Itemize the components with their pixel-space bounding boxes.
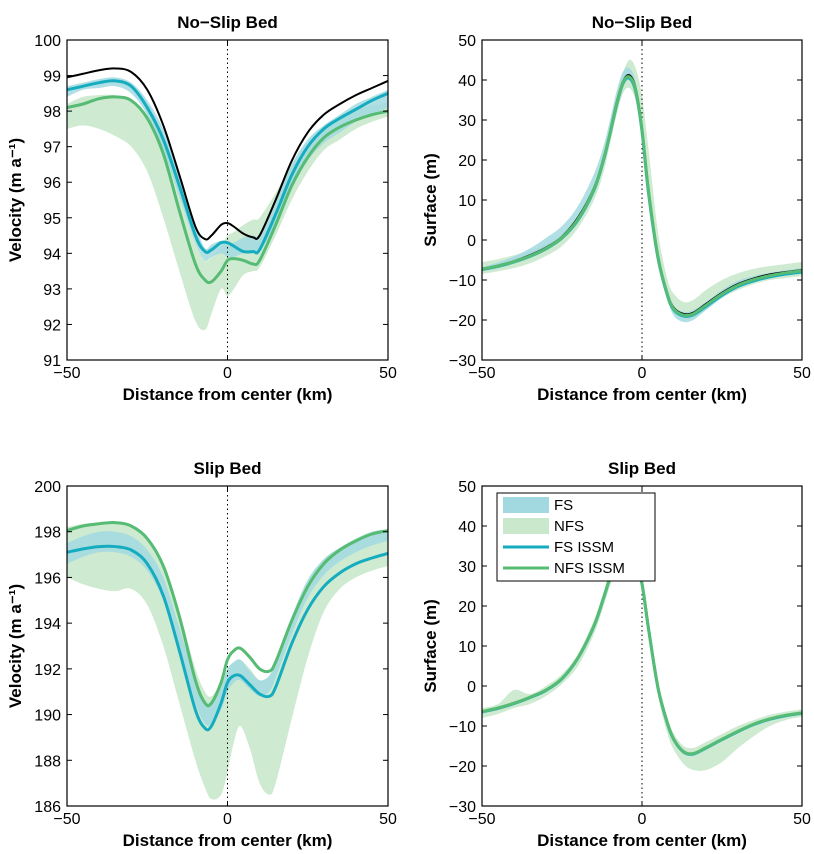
plot-area — [482, 40, 802, 360]
band-nfs — [482, 59, 802, 319]
legend-label: NFS — [554, 518, 584, 535]
x-tick-label: −50 — [468, 811, 495, 828]
y-tick-label: 30 — [458, 113, 476, 130]
legend-swatch — [503, 518, 549, 534]
axes-box — [481, 39, 803, 361]
y-tick-label: −10 — [449, 273, 476, 290]
y-tick-label: 188 — [34, 753, 61, 770]
y-tick-label: 40 — [458, 73, 476, 90]
line-nfs-issm — [67, 95, 388, 285]
y-tick-label: 200 — [34, 479, 61, 496]
y-tick-label: 0 — [467, 679, 476, 696]
y-tick-label: 95 — [43, 211, 61, 228]
y-tick-label: 40 — [458, 519, 476, 536]
y-tick-label: 50 — [458, 33, 476, 50]
x-tick-label: 50 — [793, 811, 811, 828]
plot-area — [67, 40, 388, 360]
y-tick-label: 0 — [467, 233, 476, 250]
x-tick-label: 50 — [379, 365, 397, 382]
y-tick-label: 10 — [458, 193, 476, 210]
y-tick-label: −20 — [449, 313, 476, 330]
y-tick-label: −10 — [449, 719, 476, 736]
y-axis-label: Surface (m) — [421, 153, 440, 247]
panel-title: Slip Bed — [193, 459, 261, 478]
y-tick-label: 196 — [34, 570, 61, 587]
panel-title: Slip Bed — [608, 459, 676, 478]
y-tick-label: 20 — [458, 153, 476, 170]
y-tick-label: 97 — [43, 140, 61, 157]
y-tick-label: 93 — [43, 282, 61, 299]
y-tick-label: 99 — [43, 69, 61, 86]
y-tick-label: 186 — [34, 799, 61, 816]
x-tick-label: 0 — [223, 811, 232, 828]
x-tick-label: 50 — [379, 811, 397, 828]
y-axis-label: Velocity (m a⁻¹) — [6, 584, 25, 708]
line-nfs-issm — [482, 75, 802, 318]
panel-title: No−Slip Bed — [177, 13, 278, 32]
y-tick-label: 194 — [34, 616, 61, 633]
y-tick-label: 190 — [34, 708, 61, 725]
x-tick-label: −50 — [468, 365, 495, 382]
line-nfs-issm — [67, 520, 388, 708]
reference-line — [67, 67, 388, 241]
panel-1: 91 92 93 94 95 96 97 98 99 100 −50 0 50 No−Slip Bed Di… — [6, 13, 397, 404]
y-tick-label: 20 — [458, 599, 476, 616]
legend-label: FS ISSM — [554, 539, 614, 556]
y-tick-label: 50 — [458, 479, 476, 496]
y-tick-label: 98 — [43, 104, 61, 121]
line-fs-issm — [67, 544, 388, 732]
x-tick-label: 0 — [638, 811, 647, 828]
y-tick-label: 92 — [43, 317, 61, 334]
y-tick-label: 100 — [34, 33, 61, 50]
y-tick-label: −30 — [449, 799, 476, 816]
line-fs-issm — [67, 79, 388, 255]
legend-label: NFS ISSM — [554, 560, 625, 577]
x-tick-label: −50 — [53, 365, 80, 382]
y-tick-label: −30 — [449, 353, 476, 370]
x-axis-label: Distance from center (km) — [537, 385, 747, 404]
legend-label: FS — [554, 497, 573, 514]
y-tick-label: −20 — [449, 759, 476, 776]
y-tick-label: 30 — [458, 559, 476, 576]
y-axis-label: Surface (m) — [421, 599, 440, 693]
y-tick-label: 198 — [34, 525, 61, 542]
y-tick-label: 10 — [458, 639, 476, 656]
panel-title: No−Slip Bed — [592, 13, 693, 32]
legend: FS NFS FS ISSM NFS ISSM — [496, 492, 656, 582]
x-tick-label: −50 — [53, 811, 80, 828]
y-tick-label: 94 — [43, 246, 61, 263]
x-tick-label: 0 — [638, 365, 647, 382]
y-tick-label: 192 — [34, 662, 61, 679]
y-axis-label: Velocity (m a⁻¹) — [6, 138, 25, 262]
x-tick-label: 0 — [223, 365, 232, 382]
x-axis-label: Distance from center (km) — [537, 831, 747, 850]
panel-3: 186 188 190 192 194 196 198 200 −50 0 50 Slip Bed Di… — [6, 459, 397, 850]
y-tick-label: 96 — [43, 175, 61, 192]
x-axis-label: Distance from center (km) — [123, 831, 333, 850]
x-axis-label: Distance from center (km) — [123, 385, 333, 404]
y-tick-label: 91 — [43, 353, 61, 370]
plot-area — [67, 486, 388, 806]
axes-box — [66, 39, 389, 361]
panel-2: −30 −20 −10 0 10 20 30 40 50 −50 0 50 No−Slip Bed Dis… — [421, 13, 811, 404]
x-tick-label: 50 — [793, 365, 811, 382]
legend-swatch — [503, 497, 549, 513]
